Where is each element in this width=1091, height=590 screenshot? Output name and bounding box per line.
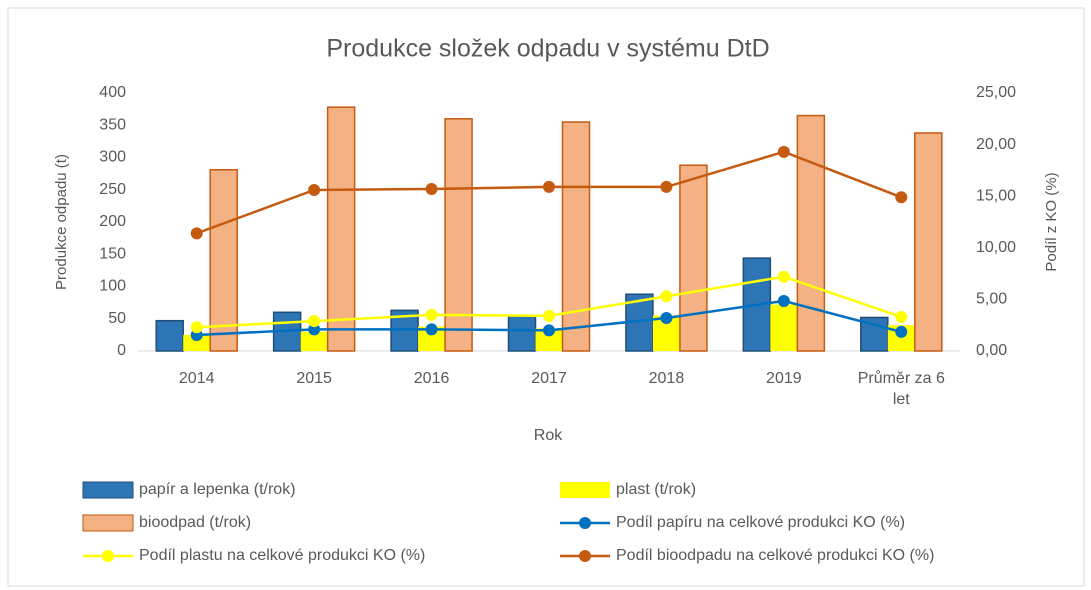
legend-label: Podíl plastu na celkové produkci KO (%) — [139, 547, 425, 564]
y2-axis-label: Podíl z KO (%) — [1043, 172, 1060, 271]
legend-label: papír a lepenka (t/rok) — [139, 481, 296, 498]
bar — [300, 331, 328, 351]
y2-tick-label: 25,00 — [976, 84, 1016, 101]
legend-swatch — [579, 517, 591, 529]
bar — [444, 118, 473, 352]
x-tick-label: 2014 — [178, 370, 215, 387]
legend-label: Podíl bioodpadu na celkové produkci KO (… — [616, 547, 934, 564]
y-axis-label: Produkce odpadu (t) — [53, 154, 70, 290]
line-marker — [308, 184, 321, 197]
legend-swatch — [82, 481, 134, 499]
y-tick-label: 100 — [99, 278, 126, 295]
y2-tick-label: 0,00 — [976, 342, 1007, 359]
x-tick-label: 2017 — [531, 370, 567, 387]
y-tick-label: 50 — [108, 310, 126, 327]
y-tick-label: 350 — [99, 116, 126, 133]
line-marker — [543, 309, 555, 322]
legend-swatch — [579, 550, 591, 562]
legend-swatch — [102, 550, 114, 562]
line-marker — [543, 324, 555, 337]
x-tick-label: Průměr za 6 let — [857, 370, 945, 408]
bar — [183, 334, 211, 351]
y2-tick-label: 20,00 — [976, 136, 1016, 153]
line-marker — [660, 311, 673, 324]
x-tick-label: 2015 — [296, 370, 332, 387]
legend-label: Podíl papíru na celkové produkci KO (%) — [616, 514, 905, 531]
line-marker — [425, 182, 438, 195]
y-tick-label: 150 — [99, 245, 126, 262]
line-marker — [777, 270, 790, 283]
bar — [507, 314, 537, 352]
line-marker — [190, 227, 203, 240]
bar — [535, 328, 563, 351]
line-marker — [425, 323, 438, 336]
y-tick-label: 400 — [99, 84, 126, 101]
bar — [770, 304, 798, 351]
bar — [561, 121, 591, 352]
x-tick-label: 2016 — [413, 370, 450, 387]
chart-frame — [7, 7, 1085, 587]
bar — [155, 319, 184, 352]
x-axis-label: Rok — [534, 427, 563, 444]
y2-tick-label: 5,00 — [976, 291, 1007, 308]
line-marker — [308, 315, 321, 328]
x-tick-label: 2019 — [766, 370, 802, 387]
legend-swatch — [560, 482, 610, 498]
bar — [679, 164, 708, 352]
line-marker — [543, 180, 555, 193]
y2-tick-label: 10,00 — [976, 239, 1016, 256]
line-marker — [425, 308, 438, 321]
line-marker — [895, 310, 908, 323]
y-tick-label: 250 — [99, 181, 126, 198]
y-tick-label: 300 — [99, 149, 126, 166]
y2-tick-label: 15,00 — [976, 187, 1016, 204]
bar — [914, 132, 943, 352]
line-marker — [660, 290, 673, 303]
bar — [796, 114, 826, 352]
y-tick-label: 200 — [99, 213, 126, 230]
chart-title: Produkce složek odpadu v systému DtD — [326, 35, 769, 63]
line-marker — [660, 180, 673, 193]
line-marker — [190, 321, 203, 334]
line-marker — [777, 294, 790, 307]
line-marker — [777, 145, 790, 158]
bar — [209, 169, 238, 352]
legend-swatch — [82, 514, 134, 532]
line-marker — [895, 325, 908, 338]
y-tick-label: 0 — [117, 342, 126, 359]
legend-label: bioodpad (t/rok) — [139, 514, 251, 531]
legend-label: plast (t/rok) — [616, 481, 696, 498]
line-marker — [308, 323, 321, 336]
bar — [326, 106, 356, 352]
x-tick-label: 2018 — [648, 370, 685, 387]
line-marker — [895, 191, 908, 204]
